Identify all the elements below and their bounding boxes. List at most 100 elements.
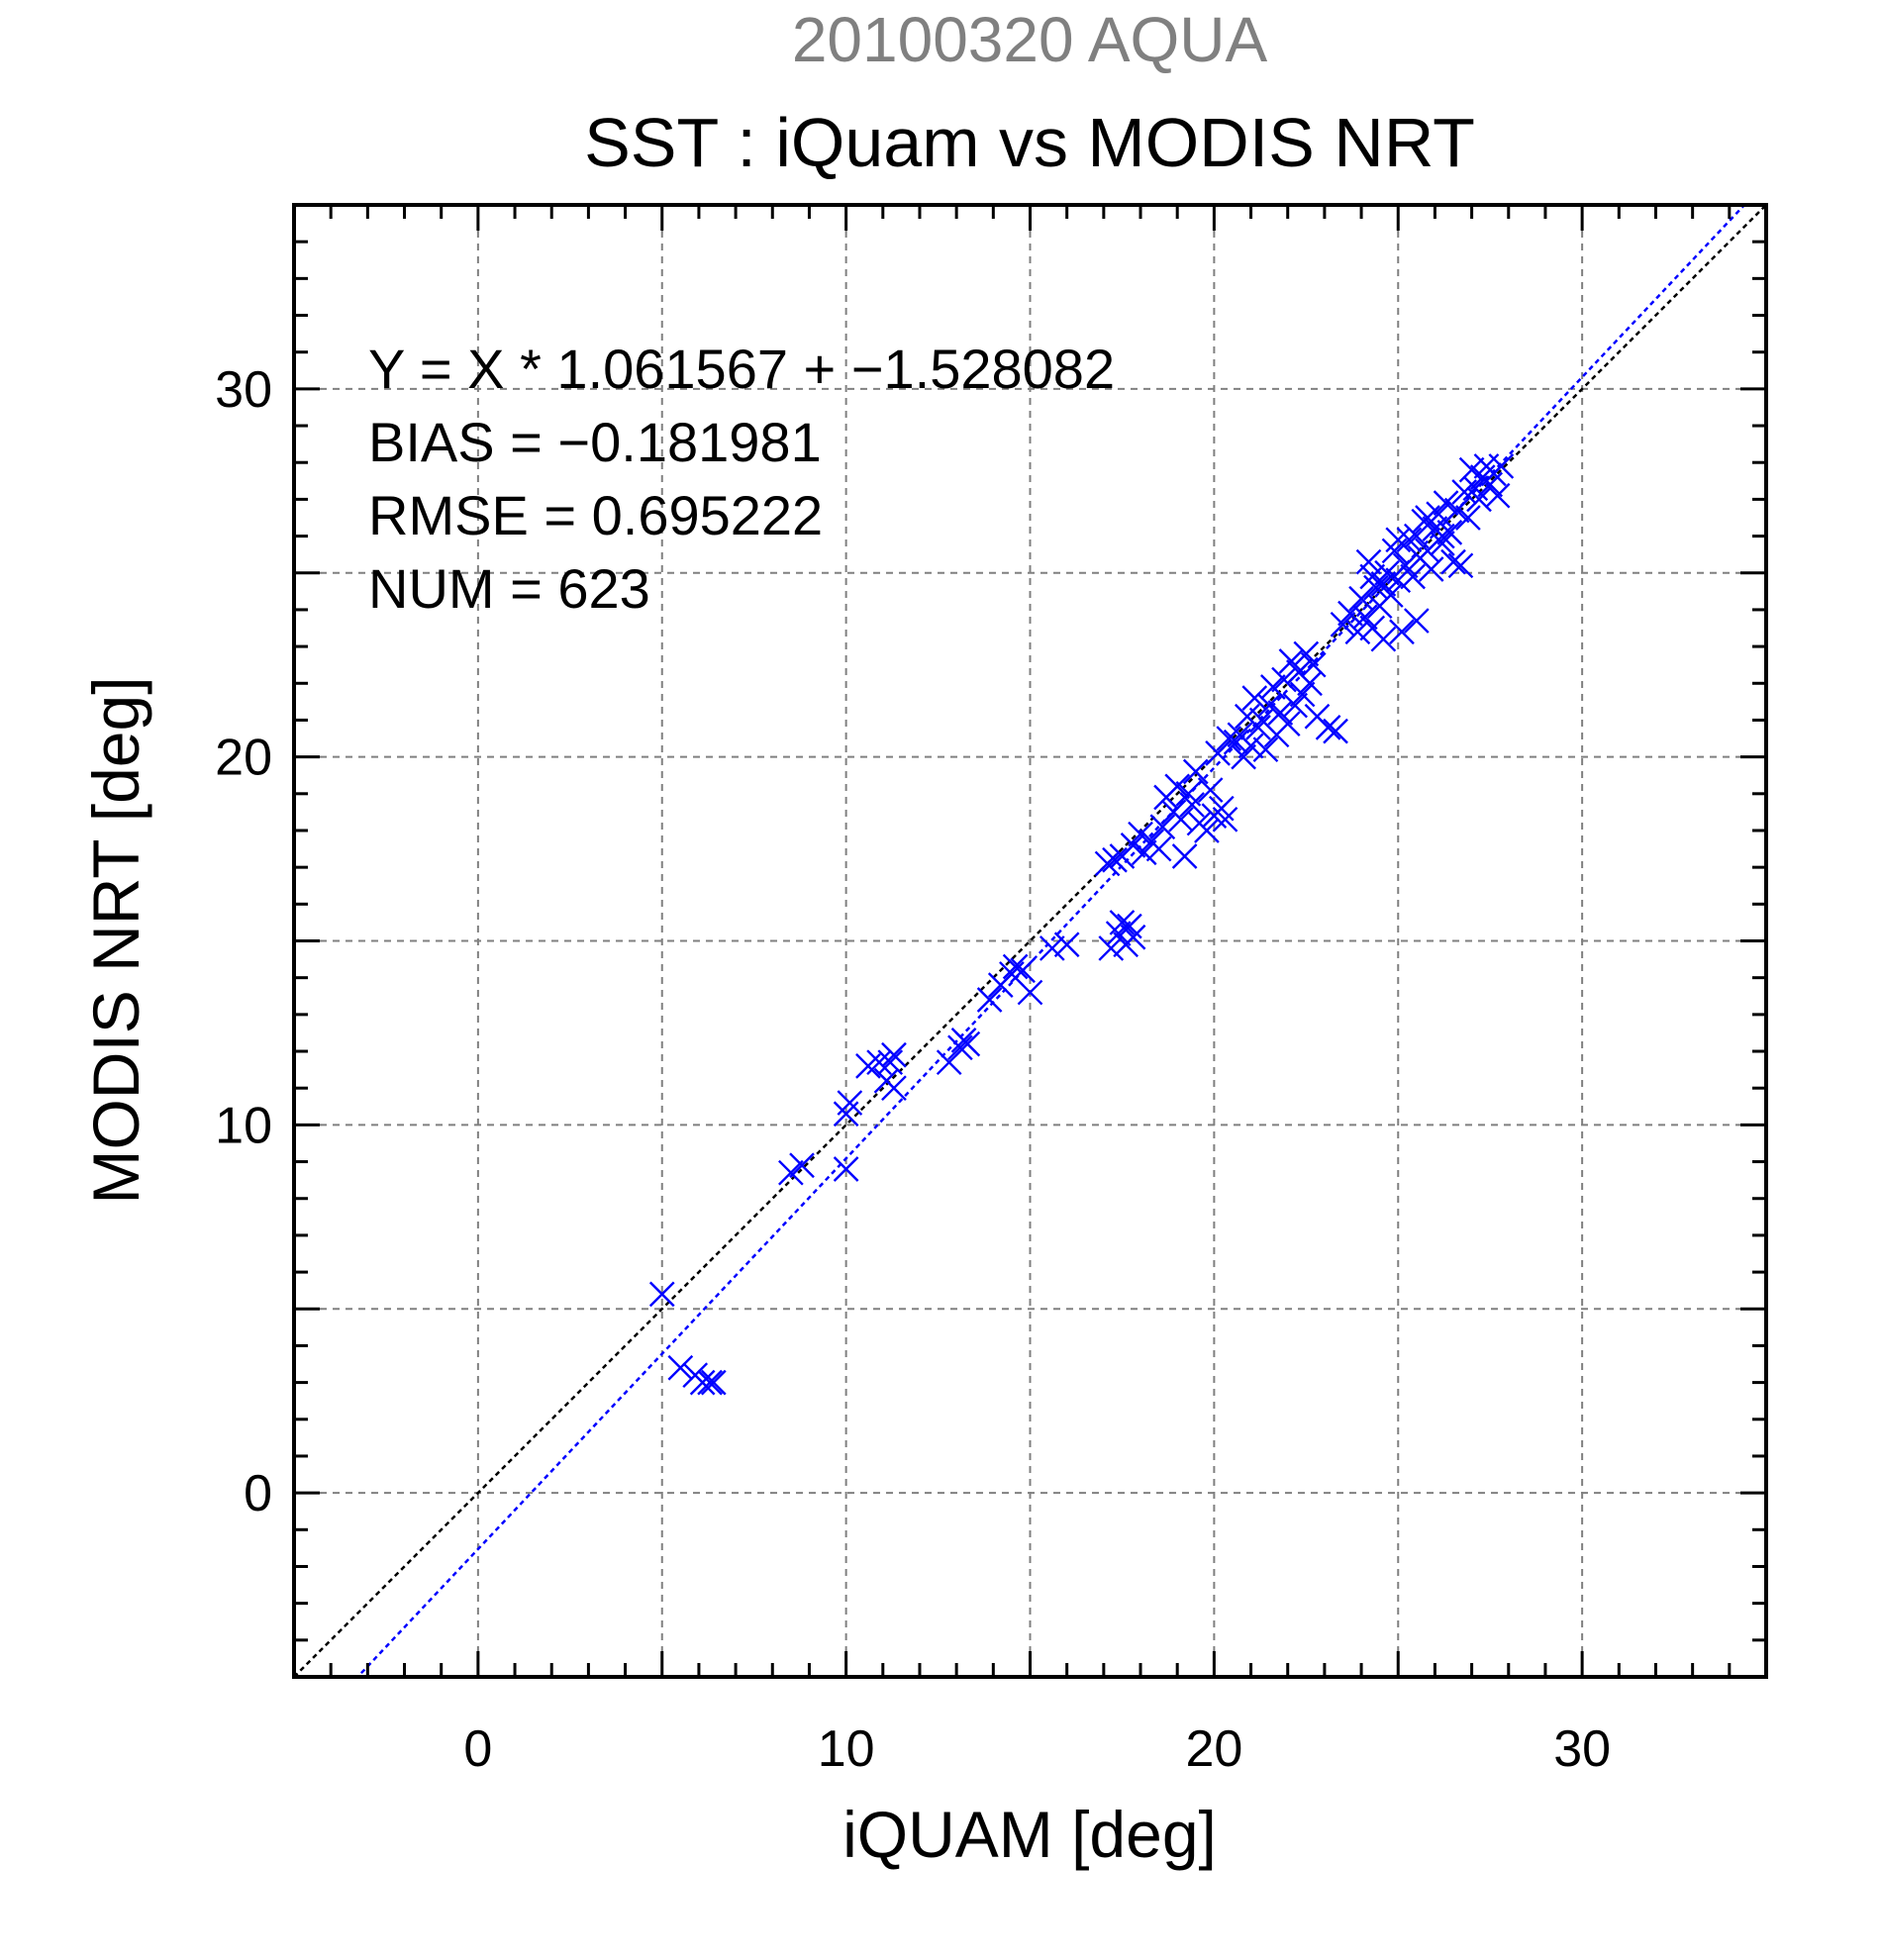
data-point	[837, 1090, 863, 1116]
data-point	[1145, 835, 1172, 862]
data-point	[833, 1156, 859, 1182]
data-point	[1488, 453, 1515, 479]
x-tick-label: 20	[1185, 1720, 1242, 1778]
data-point	[789, 1152, 815, 1179]
data-point	[1418, 556, 1444, 582]
data-point	[1300, 651, 1327, 678]
stats-line: NUM = 623	[368, 557, 650, 620]
data-point	[1131, 839, 1157, 866]
data-point	[700, 1369, 727, 1396]
chart-title: SST : iQuam vs MODIS NRT	[584, 104, 1475, 181]
data-point	[697, 1369, 723, 1396]
data-point	[1231, 743, 1256, 770]
data-point	[1455, 505, 1481, 531]
data-point	[881, 1075, 907, 1102]
plot-frame	[292, 203, 1768, 1679]
data-point	[1179, 792, 1205, 818]
data-point	[1010, 957, 1036, 984]
stats-block: Y = X * 1.061567 + −1.528082 BIAS = −0.18…	[368, 338, 1115, 620]
stats-line: Y = X * 1.061567 + −1.528082	[368, 338, 1115, 400]
data-point	[1278, 648, 1305, 674]
data-points	[648, 453, 1515, 1396]
data-point	[1344, 619, 1371, 645]
data-point	[1017, 979, 1043, 1006]
data-point	[1323, 718, 1348, 744]
data-point	[667, 1354, 694, 1381]
y-axis-label: MODIS NRT [deg]	[79, 676, 152, 1204]
data-point	[1274, 711, 1301, 737]
data-point	[1355, 548, 1382, 575]
data-point	[1348, 585, 1374, 612]
data-point	[1039, 935, 1065, 961]
data-point	[1109, 910, 1136, 935]
x-tick-label: 10	[818, 1720, 875, 1778]
data-point	[1392, 552, 1419, 579]
data-point	[1164, 773, 1191, 800]
data-point	[1389, 619, 1415, 645]
data-point	[1223, 729, 1249, 755]
x-tick-label: 30	[1553, 1720, 1611, 1778]
y-tick-label: 10	[215, 1097, 272, 1154]
data-point	[1315, 715, 1341, 740]
data-point	[1440, 548, 1466, 575]
data-point	[1330, 611, 1356, 637]
data-point	[1271, 666, 1297, 693]
data-point	[1337, 600, 1363, 627]
y-tick-label: 30	[215, 361, 272, 419]
grid-lines	[294, 205, 1766, 1677]
data-point	[1293, 640, 1320, 667]
data-point	[1149, 814, 1176, 840]
data-point	[976, 987, 1003, 1013]
y-tick-label: 20	[215, 730, 272, 787]
stats-line: BIAS = −0.181981	[368, 411, 822, 473]
tick-labels: 0 10 20 30 0 10 20 30	[215, 361, 1611, 1778]
data-point	[954, 1030, 981, 1057]
data-point	[1447, 552, 1474, 579]
data-point	[1403, 608, 1430, 634]
data-point	[1260, 674, 1286, 700]
data-point	[1370, 626, 1397, 652]
data-point	[1359, 563, 1386, 590]
x-axis-label: iQUAM [deg]	[842, 1798, 1217, 1871]
data-point	[1168, 806, 1194, 833]
data-point	[1094, 850, 1121, 877]
data-point	[877, 1049, 904, 1076]
data-point	[1245, 715, 1271, 740]
data-point	[1171, 843, 1198, 869]
data-point	[1297, 670, 1323, 697]
data-point	[1396, 527, 1423, 553]
data-point	[1002, 953, 1029, 980]
data-point	[1128, 821, 1153, 847]
data-point	[1241, 685, 1268, 711]
data-point	[1433, 490, 1459, 516]
y-tick-label: 0	[244, 1465, 272, 1522]
data-point	[1102, 846, 1128, 873]
data-point	[1385, 527, 1412, 553]
x-tick-label: 0	[463, 1720, 492, 1778]
data-point	[648, 1281, 675, 1308]
chart-supertitle: 20100320 AQUA	[792, 4, 1268, 75]
data-point	[1282, 692, 1309, 719]
data-point	[947, 1034, 973, 1061]
data-point	[1430, 523, 1455, 549]
data-point	[1370, 571, 1397, 597]
data-point	[1400, 563, 1426, 590]
data-point	[1252, 736, 1279, 763]
data-point	[1289, 681, 1316, 708]
data-point	[1197, 777, 1224, 803]
data-point	[881, 1041, 907, 1068]
data-point	[1351, 604, 1378, 631]
data-point	[866, 1049, 892, 1076]
data-point	[1212, 806, 1238, 833]
data-point	[1430, 531, 1455, 556]
data-point	[1458, 456, 1485, 483]
data-point	[1443, 497, 1470, 524]
data-point	[1194, 818, 1220, 843]
data-point	[1053, 931, 1080, 958]
stats-line: RMSE = 0.695222	[368, 484, 823, 546]
data-point	[778, 1159, 804, 1186]
data-point	[1436, 520, 1463, 545]
data-point	[1415, 505, 1440, 531]
data-point	[1098, 935, 1125, 961]
